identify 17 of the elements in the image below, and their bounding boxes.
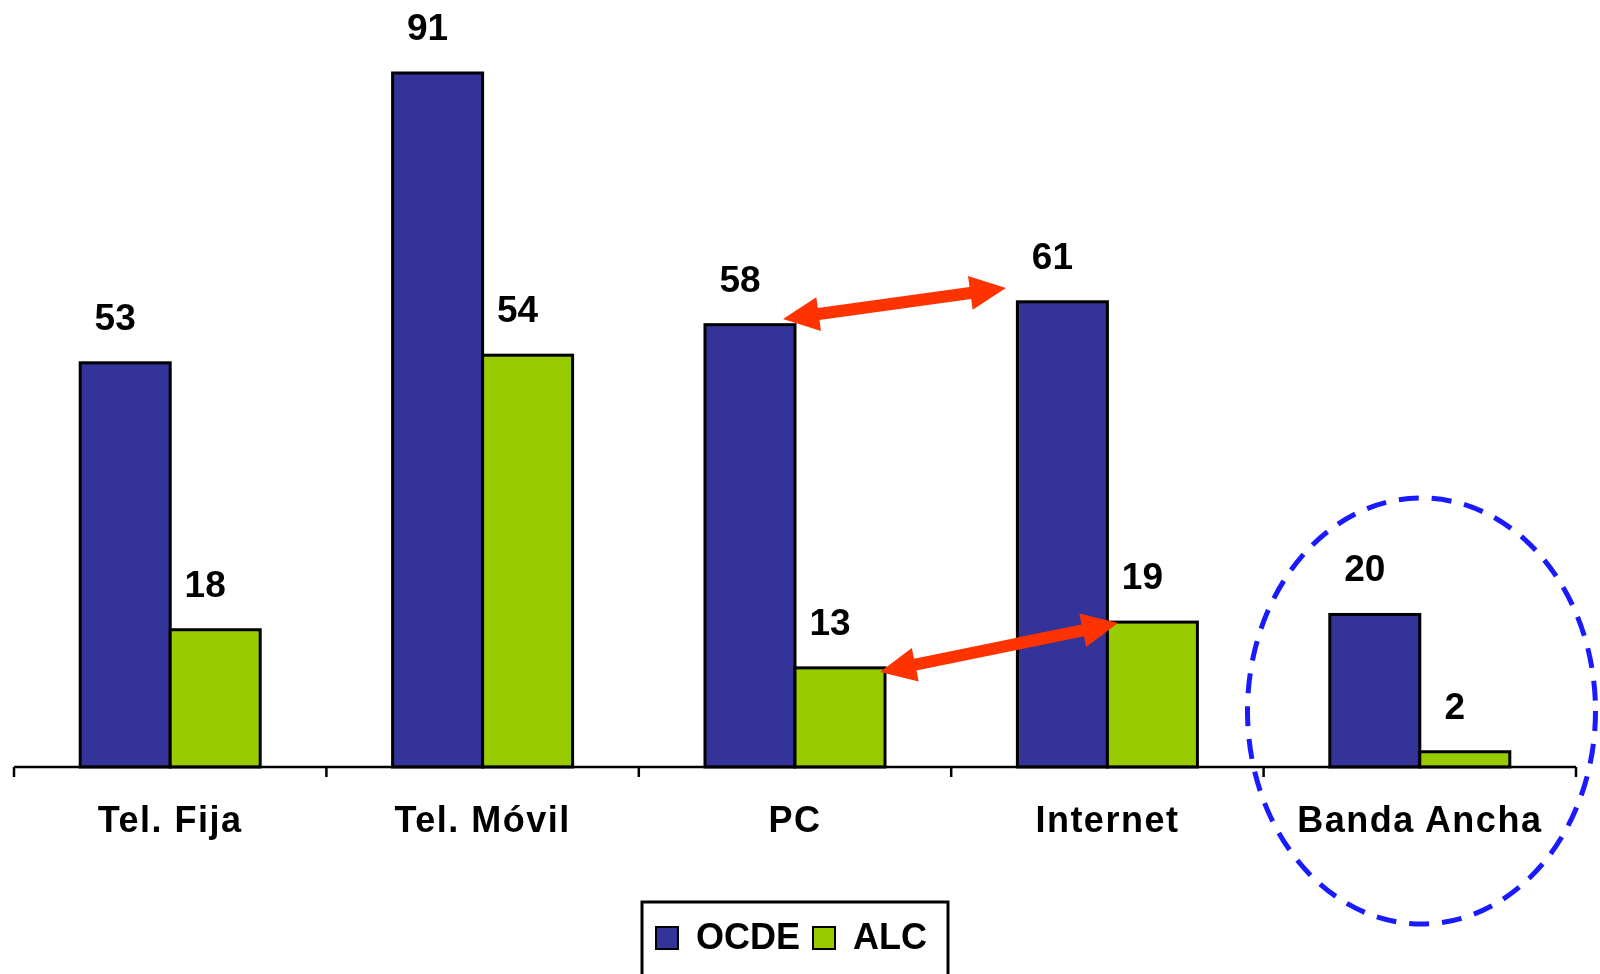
legend-label: OCDE	[696, 916, 801, 957]
x-tick-label: Internet	[1035, 799, 1180, 840]
legend-label: ALC	[853, 916, 928, 957]
data-label: 53	[94, 296, 136, 338]
data-label: 54	[497, 289, 539, 331]
data-label: 18	[184, 563, 226, 605]
data-label: 20	[1344, 548, 1386, 590]
x-tick-label: PC	[768, 799, 822, 840]
data-label: 58	[719, 258, 761, 300]
data-label: 2	[1444, 685, 1466, 727]
data-label: 61	[1031, 235, 1073, 277]
data-label: 91	[407, 7, 449, 48]
x-tick-label: Banda Ancha	[1297, 799, 1543, 840]
data-label: 19	[1121, 556, 1163, 598]
x-tick-label: Tel. Fija	[97, 799, 243, 840]
data-label: 13	[809, 601, 851, 643]
x-tick-label: Tel. Móvil	[394, 799, 571, 840]
